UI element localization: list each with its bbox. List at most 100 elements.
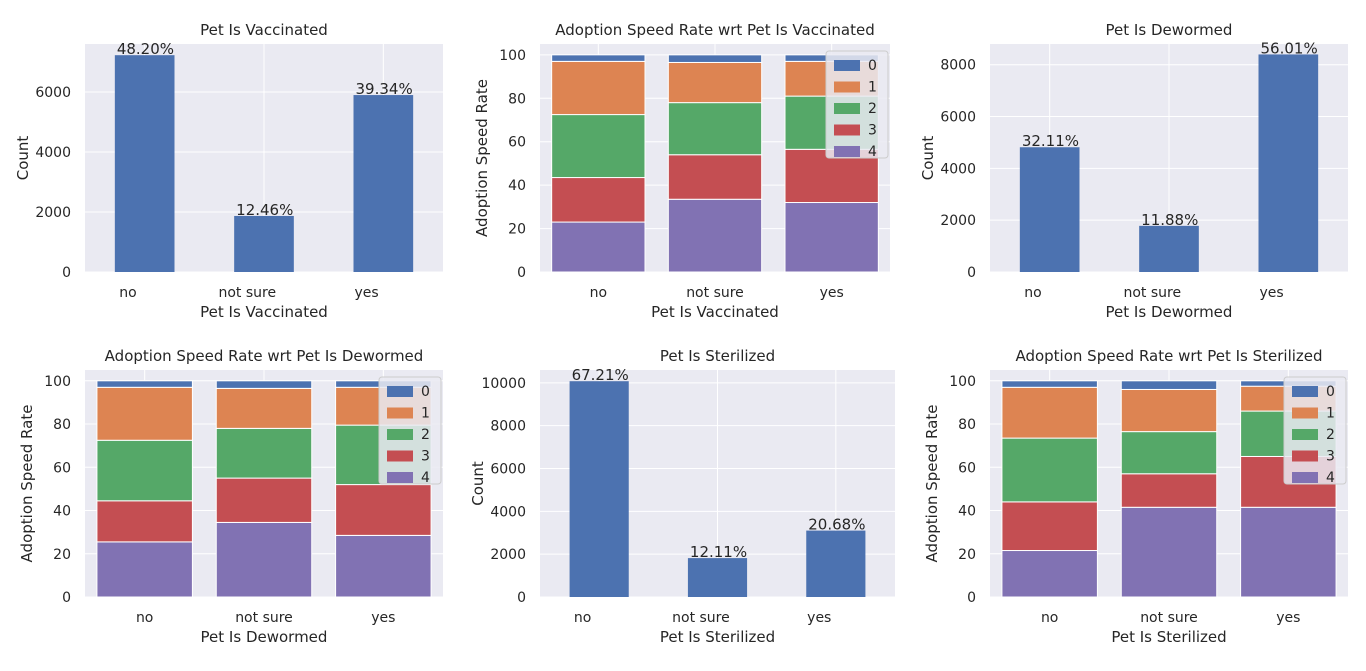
chart-panel-5: 0 2000 4000 6000 8000 10000 67.21% 12.11% 20.68%… [469,347,895,646]
x-tick-label: not sure [686,285,744,301]
stacked-bar-segment-1 [1001,386,1098,439]
stacked-bar-segment-1 [1120,388,1218,433]
bar [353,95,414,272]
legend-label-0: 0 [1326,384,1335,400]
chart-panel-1: 0 2000 4000 6000 48.20% 12.46% 39.34% no not sur… [14,21,443,321]
y-tick-label: 6000 [940,110,976,126]
y-tick-label: 60 [958,460,976,476]
stacked-bar-segment-4 [667,198,763,273]
legend-swatch-0 [387,386,413,397]
y-axis-label: Count [14,136,32,181]
y-tick-label: 60 [508,135,526,151]
y-tick-label: 4000 [35,145,71,161]
legend-label-2: 2 [868,101,877,117]
y-tick-label: 0 [967,265,976,281]
y-axis-label: Adoption Speed Rate [18,405,36,563]
x-axis-label: Pet Is Sterilized [660,628,775,646]
stacked-bar-segment-2 [551,114,646,179]
stacked-bar-segment-4 [1240,506,1337,598]
y-tick-label: 100 [44,374,71,390]
stacked-bar-segment-4 [335,534,432,598]
bar [687,558,748,597]
stacked-bar-segment-4 [551,221,646,273]
stacked-bar-segment-0 [96,380,193,388]
legend-label-1: 1 [421,406,430,422]
x-tick-label: no [136,610,153,626]
legend-swatch-3 [834,124,860,136]
x-tick-label: yes [371,610,395,626]
chart-title: Adoption Speed Rate wrt Pet Is Sterilize… [1015,347,1322,365]
legend-label-1: 1 [868,80,877,96]
x-tick-label: yes [807,610,831,626]
stacked-bar-segment-2 [96,439,193,502]
x-tick-label: not sure [672,610,730,626]
x-tick-label: no [119,285,136,301]
stacked-bar-segment-2 [1120,431,1218,475]
chart-panel-4: 0 20 40 60 80 100 0 1 2 3 4 no not sure yes Adoption S… [18,347,443,646]
chart-panel-3: 0 2000 4000 6000 8000 32.11% 11.88% 56.01% no not… [919,21,1348,321]
chart-title: Pet Is Dewormed [1106,21,1233,39]
x-tick-label: no [590,285,607,301]
y-tick-label: 8000 [940,58,976,74]
legend-label-4: 4 [868,144,877,160]
y-tick-label: 0 [62,265,71,281]
chart-panel-2: 0 20 40 60 80 100 0 1 2 3 4 no not sure yes Adoption S… [473,21,890,321]
y-tick-label: 2000 [490,547,526,563]
bar-data-label: 20.68% [808,516,865,534]
y-tick-label: 0 [62,590,71,606]
bar-data-label: 11.88% [1141,211,1198,229]
stacked-bar-segment-0 [1120,380,1218,390]
y-tick-label: 20 [508,222,526,238]
y-axis-label: Adoption Speed Rate [923,405,941,563]
stacked-bar-segment-2 [667,102,763,156]
legend-label-4: 4 [1326,470,1335,486]
x-tick-label: not sure [235,610,293,626]
y-tick-label: 40 [53,504,71,520]
legend-swatch-4 [834,146,860,157]
legend-swatch-4 [1292,472,1318,483]
y-axis-label: Adoption Speed Rate [473,79,491,237]
legend-label-3: 3 [868,123,877,139]
legend-swatch-0 [834,60,860,71]
bar [1258,54,1319,273]
y-tick-label: 40 [508,178,526,194]
bar [1139,225,1199,272]
stacked-bar-segment-4 [1001,550,1098,598]
stacked-bar-segment-3 [1001,501,1098,552]
x-tick-label: no [1041,610,1058,626]
y-tick-label: 8000 [490,419,526,435]
legend-label-4: 4 [421,470,430,486]
chart-title: Pet Is Sterilized [660,347,775,365]
x-tick-label: not sure [1123,285,1181,301]
legend-label-0: 0 [421,384,430,400]
legend-swatch-4 [387,472,413,483]
stacked-bar-segment-0 [667,54,763,63]
x-tick-label: yes [820,285,844,301]
legend-swatch-1 [387,407,413,419]
bar-data-label: 56.01% [1261,39,1318,57]
bar [569,381,629,597]
bar-data-label: 12.46% [236,201,293,219]
stacked-bar-segment-2 [215,427,313,479]
stacked-bar-segment-3 [215,477,313,523]
x-axis-label: Pet Is Sterilized [1111,628,1226,646]
bar-data-label: 39.34% [356,80,413,98]
y-tick-label: 80 [53,417,71,433]
stacked-bar-segment-0 [1001,380,1098,388]
bar [234,215,294,272]
y-tick-label: 20 [53,547,71,563]
stacked-bar-segment-4 [1120,506,1218,598]
bar [806,530,866,597]
y-tick-label: 4000 [940,161,976,177]
y-tick-label: 100 [949,374,976,390]
stacked-bar-segment-0 [551,54,646,62]
stacked-bar-segment-3 [667,154,763,200]
y-axis-label: Count [919,136,937,181]
stacked-bar-segment-3 [96,500,193,543]
stacked-bar-segment-1 [215,387,313,429]
stacked-bar-segment-3 [551,177,646,223]
stacked-bar-segment-1 [551,60,646,116]
y-tick-label: 6000 [490,462,526,478]
legend-label-2: 2 [1326,427,1335,443]
